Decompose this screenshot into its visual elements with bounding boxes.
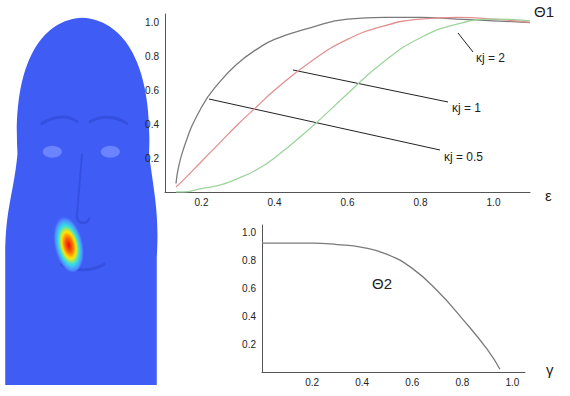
svg-text:0.8: 0.8 [242, 255, 256, 266]
svg-text:0.8: 0.8 [145, 51, 159, 62]
svg-text:1.0: 1.0 [145, 17, 159, 28]
svg-text:0.6: 0.6 [405, 377, 419, 388]
svg-text:0.2: 0.2 [242, 339, 256, 350]
svg-text:0.4: 0.4 [242, 311, 256, 322]
svg-text:0.6: 0.6 [145, 85, 159, 96]
svg-text:0.2: 0.2 [195, 197, 209, 208]
svg-text:0.4: 0.4 [268, 197, 282, 208]
svg-text:γ: γ [546, 361, 554, 378]
svg-text:ε: ε [545, 187, 552, 204]
svg-text:Θ2: Θ2 [372, 275, 392, 292]
svg-text:κj = 1: κj = 1 [452, 101, 481, 115]
svg-text:0.4: 0.4 [145, 119, 159, 130]
svg-text:0.6: 0.6 [341, 197, 355, 208]
svg-text:0.6: 0.6 [242, 283, 256, 294]
svg-text:1.0: 1.0 [242, 227, 256, 238]
svg-text:Θ1: Θ1 [534, 3, 554, 20]
svg-text:1.0: 1.0 [506, 377, 520, 388]
svg-text:0.4: 0.4 [355, 377, 369, 388]
svg-text:κj = 2: κj = 2 [476, 51, 505, 65]
svg-text:0.2: 0.2 [145, 153, 159, 164]
svg-text:0.8: 0.8 [414, 197, 428, 208]
svg-text:0.2: 0.2 [305, 377, 319, 388]
svg-text:0.8: 0.8 [455, 377, 469, 388]
svg-text:κj = 0.5: κj = 0.5 [444, 150, 483, 164]
svg-text:1.0: 1.0 [487, 197, 501, 208]
